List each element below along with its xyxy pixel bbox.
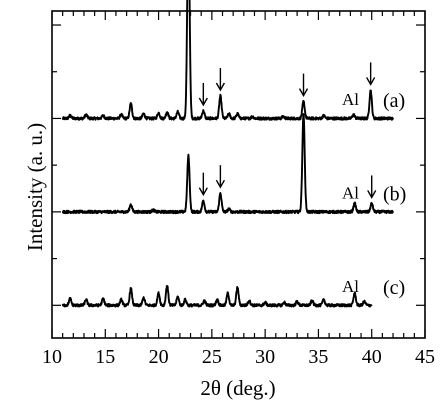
al-label: Al [342, 90, 359, 109]
peak-arrowhead [215, 179, 225, 189]
peak-arrowhead [198, 187, 208, 197]
al-label: Al [342, 277, 359, 296]
pattern-curve-b [61, 113, 394, 215]
peak-arrowhead [215, 82, 225, 92]
pattern-label-a: (a) [383, 90, 405, 112]
x-tick-label: 40 [362, 346, 382, 368]
x-tick-label: 25 [202, 346, 222, 368]
x-tick-label: 15 [95, 346, 115, 368]
pattern-label-b: (b) [383, 184, 406, 206]
peak-arrowhead [366, 77, 376, 86]
x-tick-label: 35 [308, 346, 328, 368]
y-axis-title: Intensity (a. u.) [23, 123, 47, 251]
pattern-curve-c [61, 285, 373, 308]
x-tick-label: 20 [149, 346, 169, 368]
x-tick-label: 10 [42, 346, 62, 368]
x-axis-title: 2θ (deg.) [200, 376, 275, 400]
peak-arrowhead [298, 88, 309, 98]
x-tick-label: 45 [415, 346, 435, 368]
pattern-label-c: (c) [383, 277, 405, 299]
x-tick-label: 30 [255, 346, 275, 368]
peak-arrowhead [367, 190, 377, 199]
pattern-curve-a [61, 0, 394, 121]
al-label: Al [342, 184, 359, 203]
peak-arrowhead [198, 97, 208, 107]
plot-frame [51, 10, 426, 339]
